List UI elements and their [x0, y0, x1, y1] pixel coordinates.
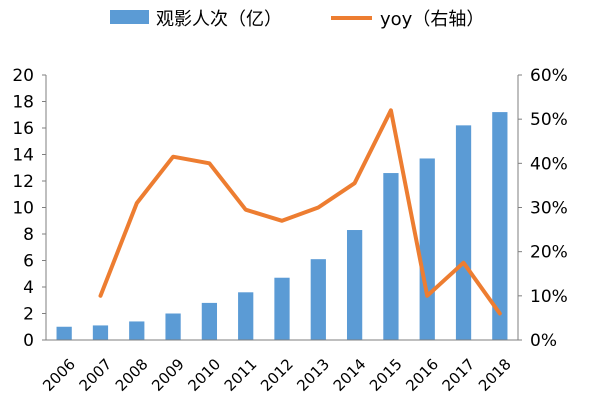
y-right-tick-label: 50%: [530, 110, 568, 130]
x-axis: 2006200720082009201020112012201320142015…: [39, 339, 518, 395]
y-left-tick-label: 20: [12, 66, 34, 86]
legend-bar-label: 观影人次（亿）: [156, 9, 282, 30]
bar-series: [56, 112, 508, 340]
y-right-tick-label: 20%: [530, 243, 568, 263]
x-tick-label: 2006: [39, 355, 79, 395]
y-left-tick-label: 2: [23, 305, 34, 325]
y-left-tick-label: 4: [23, 278, 34, 298]
x-tick-label: 2010: [184, 355, 224, 395]
y-right-tick-label: 40%: [530, 154, 568, 174]
x-tick-label: 2018: [475, 355, 515, 395]
x-tick-label: 2016: [402, 355, 442, 395]
bar: [238, 292, 254, 340]
bar: [492, 112, 508, 340]
bar: [165, 313, 181, 340]
y-left-tick-label: 14: [12, 146, 34, 166]
x-tick-label: 2007: [76, 355, 116, 395]
y-left-tick-label: 0: [23, 331, 34, 351]
x-tick-label: 2011: [221, 355, 261, 395]
x-tick-label: 2012: [257, 355, 297, 395]
x-tick-label: 2015: [366, 355, 406, 395]
legend: 观影人次（亿） yoy（右轴）: [110, 9, 484, 30]
bar: [92, 325, 109, 340]
y-right-tick-label: 0%: [530, 331, 557, 351]
yoy-line: [98, 108, 502, 316]
y-left-tick-label: 12: [12, 172, 34, 192]
y-left-tick-label: 10: [12, 199, 34, 219]
y-left-tick-label: 8: [23, 225, 34, 245]
bar: [419, 158, 435, 340]
x-tick-label: 2008: [112, 355, 152, 395]
bar: [383, 173, 399, 340]
y-left-tick-label: 6: [23, 252, 34, 272]
y-right-tick-label: 30%: [530, 199, 568, 219]
y-right-axis: 0% 10% 20% 30% 40% 50% 60%: [517, 66, 568, 351]
x-tick-label: 2017: [439, 355, 479, 395]
y-left-axis: 0 2 4 6 8 10 12 14 16 18 20: [12, 66, 47, 351]
x-tick-label: 2009: [148, 355, 188, 395]
bar: [274, 277, 290, 340]
legend-bar-swatch: [110, 10, 149, 24]
y-right-tick-label: 10%: [530, 287, 568, 307]
bar: [310, 259, 326, 340]
x-tick-label: 2013: [293, 355, 333, 395]
y-left-tick-label: 16: [12, 119, 34, 139]
x-tick-label: 2014: [330, 355, 370, 395]
bar: [129, 321, 145, 340]
bar: [56, 326, 72, 340]
y-left-tick-label: 18: [12, 93, 34, 113]
bar: [455, 125, 472, 340]
bar: [201, 302, 218, 340]
bar: [346, 230, 363, 340]
legend-line-label: yoy（右轴）: [380, 9, 484, 30]
y-right-tick-label: 60%: [530, 66, 568, 86]
line-series: [98, 108, 502, 316]
